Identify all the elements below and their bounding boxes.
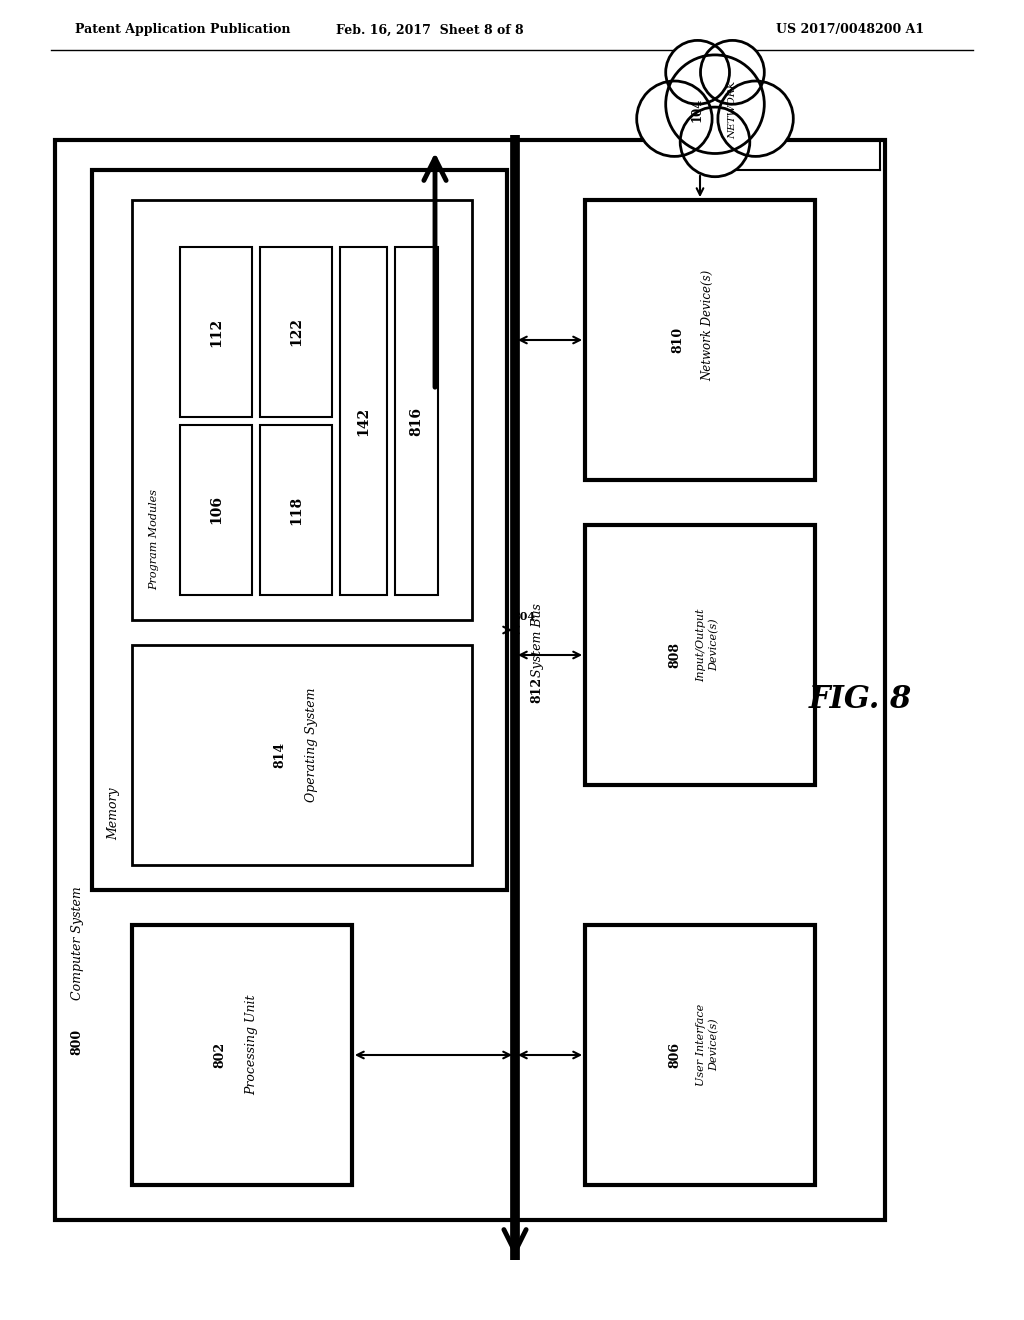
Bar [55, 140, 885, 1220]
Bar [585, 925, 815, 1185]
Bar [340, 247, 387, 595]
Text: Operating System: Operating System [305, 688, 318, 803]
Text: 816: 816 [410, 407, 423, 436]
Bar [395, 247, 438, 595]
Circle shape [700, 41, 764, 104]
Bar [260, 247, 332, 417]
Text: 814: 814 [273, 742, 287, 768]
Circle shape [666, 55, 764, 153]
Text: System Bus: System Bus [530, 603, 544, 677]
Text: Feb. 16, 2017  Sheet 8 of 8: Feb. 16, 2017 Sheet 8 of 8 [336, 24, 524, 37]
Text: 104: 104 [690, 98, 703, 123]
Text: User Interface
Device(s): User Interface Device(s) [696, 1005, 720, 1086]
Text: Network Device(s): Network Device(s) [701, 269, 715, 380]
Bar [132, 201, 472, 620]
Text: Program Modules: Program Modules [150, 488, 159, 590]
Text: 812: 812 [530, 677, 544, 704]
Bar [92, 170, 507, 890]
Text: 808: 808 [669, 642, 682, 668]
Text: 106: 106 [209, 495, 223, 524]
Bar [585, 201, 815, 480]
Bar [132, 925, 352, 1185]
Text: 804: 804 [512, 611, 536, 622]
Text: US 2017/0048200 A1: US 2017/0048200 A1 [776, 24, 924, 37]
Text: 802: 802 [213, 1041, 226, 1068]
Text: 142: 142 [356, 407, 371, 436]
Bar [180, 425, 252, 595]
Text: 806: 806 [669, 1041, 682, 1068]
Text: Input/Output
Device(s): Input/Output Device(s) [696, 609, 720, 681]
Text: 118: 118 [289, 495, 303, 524]
Text: 810: 810 [672, 327, 684, 352]
Circle shape [637, 81, 712, 156]
Circle shape [666, 41, 729, 104]
Text: NETWORK: NETWORK [728, 81, 737, 139]
Circle shape [718, 81, 794, 156]
Text: 122: 122 [289, 318, 303, 346]
Bar [180, 247, 252, 417]
Bar [260, 425, 332, 595]
Text: 112: 112 [209, 317, 223, 347]
Text: FIG. 8: FIG. 8 [808, 685, 911, 715]
Bar [132, 645, 472, 865]
Circle shape [680, 107, 750, 177]
Text: Computer System: Computer System [71, 886, 84, 1001]
Text: Memory: Memory [108, 787, 121, 840]
Text: Patent Application Publication: Patent Application Publication [75, 24, 291, 37]
Text: 800: 800 [71, 1028, 84, 1055]
Bar [585, 525, 815, 785]
Text: Processing Unit: Processing Unit [246, 995, 258, 1096]
